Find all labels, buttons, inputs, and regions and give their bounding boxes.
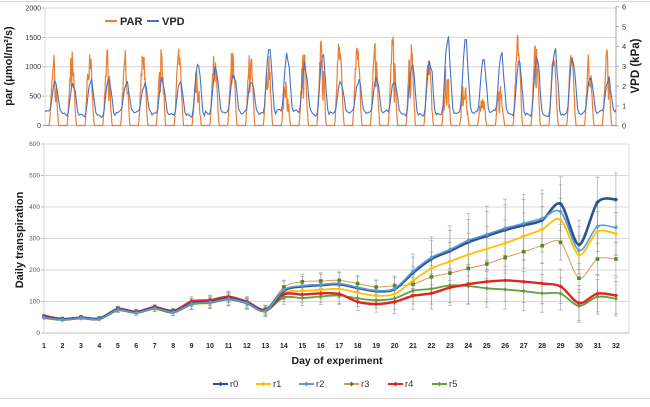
svg-text:19: 19	[372, 343, 380, 350]
svg-text:15: 15	[298, 343, 306, 350]
svg-text:0: 0	[37, 123, 41, 130]
svg-text:r4: r4	[405, 379, 413, 390]
svg-text:8: 8	[171, 343, 175, 350]
svg-text:1: 1	[42, 343, 46, 350]
svg-text:10: 10	[206, 343, 214, 350]
svg-text:300: 300	[29, 236, 40, 243]
svg-text:3: 3	[79, 343, 83, 350]
svg-text:20: 20	[391, 343, 399, 350]
svg-text:2: 2	[622, 82, 626, 91]
svg-text:30: 30	[575, 343, 583, 350]
svg-text:7: 7	[153, 343, 157, 350]
svg-text:2000: 2000	[25, 6, 41, 13]
svg-text:12: 12	[243, 343, 251, 350]
svg-text:500: 500	[29, 94, 41, 101]
svg-text:0: 0	[36, 330, 40, 337]
svg-text:25: 25	[483, 343, 491, 350]
svg-text:23: 23	[446, 343, 454, 350]
svg-text:16: 16	[317, 343, 325, 350]
svg-text:5: 5	[622, 22, 626, 31]
svg-text:31: 31	[594, 343, 602, 350]
svg-text:4: 4	[622, 42, 626, 51]
svg-text:6: 6	[134, 343, 138, 350]
svg-text:VPD: VPD	[162, 16, 185, 28]
svg-text:400: 400	[29, 204, 40, 211]
svg-text:r5: r5	[449, 379, 457, 390]
svg-text:14: 14	[280, 343, 288, 350]
svg-text:5: 5	[116, 343, 120, 350]
svg-text:VPD (kPa): VPD (kPa)	[630, 38, 642, 93]
svg-text:r2: r2	[316, 379, 324, 390]
svg-text:0: 0	[622, 122, 626, 131]
svg-text:r1: r1	[273, 379, 281, 390]
svg-text:32: 32	[612, 343, 620, 350]
svg-text:2: 2	[61, 343, 65, 350]
svg-text:24: 24	[464, 343, 472, 350]
svg-text:1: 1	[622, 102, 626, 111]
svg-text:Day of experiment: Day of experiment	[291, 355, 383, 367]
svg-text:100: 100	[29, 299, 40, 306]
svg-text:1000: 1000	[25, 64, 41, 71]
svg-text:26: 26	[501, 343, 509, 350]
svg-text:par (μmol/m²/s): par (μmol/m²/s)	[3, 26, 15, 106]
svg-text:28: 28	[538, 343, 546, 350]
svg-text:29: 29	[557, 343, 565, 350]
svg-text:200: 200	[29, 267, 40, 274]
svg-text:3: 3	[622, 62, 626, 71]
svg-text:27: 27	[520, 343, 528, 350]
svg-text:11: 11	[225, 343, 233, 350]
svg-text:Daily transpiration: Daily transpiration	[14, 191, 26, 288]
svg-text:21: 21	[409, 343, 417, 350]
svg-text:PAR: PAR	[120, 16, 142, 28]
svg-text:17: 17	[335, 343, 343, 350]
svg-text:1500: 1500	[25, 35, 41, 42]
svg-text:6: 6	[622, 3, 626, 12]
svg-text:9: 9	[190, 343, 194, 350]
svg-text:18: 18	[354, 343, 362, 350]
svg-text:22: 22	[428, 343, 436, 350]
svg-text:r3: r3	[361, 379, 369, 390]
svg-text:13: 13	[262, 343, 270, 350]
svg-text:500: 500	[29, 173, 40, 180]
svg-text:r0: r0	[230, 379, 238, 390]
svg-text:4: 4	[97, 343, 101, 350]
svg-text:600: 600	[29, 141, 40, 148]
